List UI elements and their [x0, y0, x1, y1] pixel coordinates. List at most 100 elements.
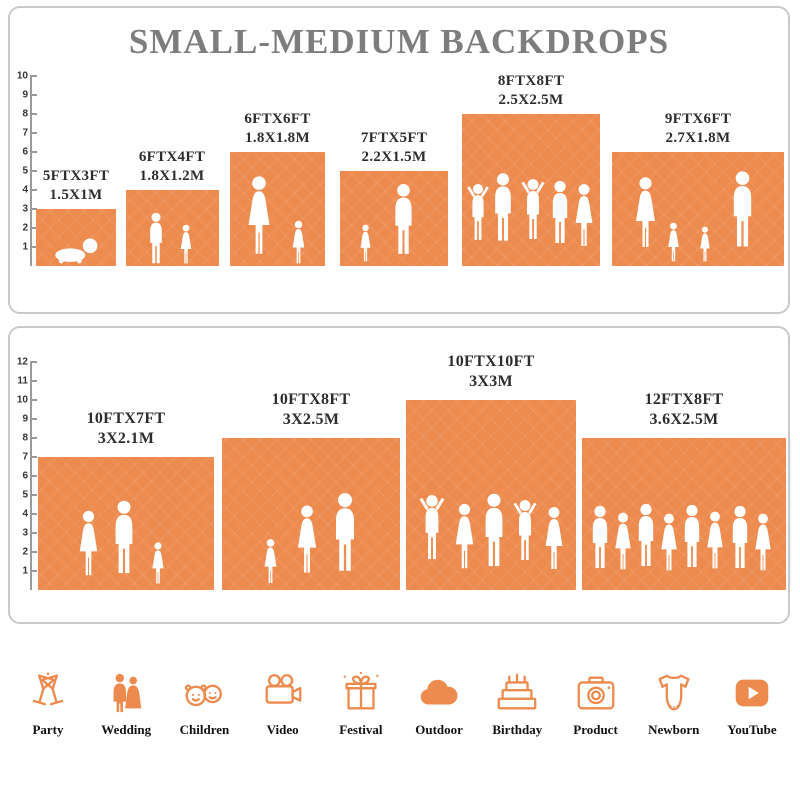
ruler-tick [30, 399, 37, 401]
newborn-icon [658, 674, 690, 711]
ruler-tick [30, 475, 37, 477]
ruler-tick [30, 437, 37, 439]
ruler-tick [30, 94, 37, 96]
category-label: Newborn [648, 722, 700, 737]
people-silhouette [419, 493, 563, 569]
party-icon [32, 672, 64, 706]
birthday-icon [497, 673, 537, 710]
category-label: Video [266, 722, 299, 737]
people-silhouette [55, 238, 98, 264]
backdrop-size-label: 10FTX7FT 3X2.1M [86, 410, 166, 448]
top-panel: SMALL-MEDIUM BACKDROPS 10 9 8 7 6 5 4 3 … [8, 6, 790, 314]
backdrop-bar-10ftx8ft [222, 438, 400, 590]
category-outdoor: Outdoor [403, 670, 475, 738]
backdrop-bar-10ftx7ft [38, 457, 214, 590]
category-label: Wedding [101, 722, 152, 737]
category-newborn: Newborn [638, 670, 710, 738]
backdrop-size-label: 5FTX3FT 1.5X1M [42, 168, 110, 204]
wedding-icon [113, 673, 142, 713]
backdrop-size-label: 12FTX8FT 3.6X2.5M [644, 391, 724, 429]
ruler-tick [30, 208, 37, 210]
ruler-number: 9 [22, 413, 28, 425]
bottom-panel: 12 11 10 9 8 7 6 5 4 3 2 1 10FTX7FT 3X2.… [8, 326, 790, 624]
category-birthday: Birthday [481, 670, 553, 738]
backdrop-bar-5ftx3ft [36, 209, 116, 266]
backdrop-size-label: 10FTX10FT 3X3M [447, 353, 535, 391]
backdrop-size-label: 6FTX6FT 1.8X1.8M [244, 111, 311, 147]
ruler-number: 2 [22, 222, 28, 234]
backdrop-bar-6ftx4ft [126, 190, 219, 266]
category-wedding: Wedding [90, 670, 162, 738]
ruler-number: 8 [22, 432, 28, 444]
ruler-number: 2 [22, 546, 28, 558]
category-label: Product [573, 722, 618, 737]
ruler-number: 12 [16, 356, 28, 368]
people-silhouette [264, 493, 354, 583]
backdrop-bar-7ftx5ft [340, 171, 448, 266]
category-label: Outdoor [415, 722, 463, 737]
ruler-number: 5 [22, 165, 28, 177]
category-row: Party Wedding Children [12, 670, 788, 738]
ruler-tick [30, 418, 37, 420]
ruler-tick [30, 189, 37, 191]
ruler-tick [30, 532, 37, 534]
product-icon [577, 676, 614, 710]
ruler-tick [30, 494, 37, 496]
ruler-number: 11 [17, 375, 28, 387]
people-silhouette [79, 500, 164, 584]
backdrop-bar-8ftx8ft [462, 114, 600, 266]
ruler-tick [30, 151, 37, 153]
video-icon [265, 674, 302, 704]
category-label: Birthday [492, 722, 543, 737]
ruler-number: 7 [22, 127, 28, 139]
people-silhouette [467, 173, 593, 246]
backdrop-size-label: 9FTX6FT 2.7X1.8M [664, 111, 732, 147]
ruler-number: 3 [22, 527, 28, 539]
ruler-number: 7 [22, 451, 28, 463]
ruler-tick [30, 513, 37, 515]
backdrop-size-label: 7FTX5FT 2.2X1.5M [360, 130, 428, 166]
people-silhouette [636, 171, 752, 262]
ruler-number: 5 [22, 489, 28, 501]
children-icon [185, 684, 223, 707]
ruler-number: 8 [22, 108, 28, 120]
ruler-tick [30, 170, 37, 172]
ruler-number: 3 [22, 203, 28, 215]
ruler-tick [30, 551, 37, 553]
ruler-number: 9 [22, 89, 28, 101]
ruler-tick [30, 570, 37, 572]
category-label: YouTube [727, 722, 777, 737]
backdrop-bar-9ftx6ft [612, 152, 784, 266]
category-label: Party [32, 722, 64, 737]
category-party: Party [12, 670, 84, 738]
backdrop-bar-10ftx10ft [406, 400, 576, 590]
ruler-number: 10 [16, 394, 28, 406]
ruler-number: 6 [22, 146, 28, 158]
ruler-tick [30, 361, 37, 363]
category-youtube: YouTube [716, 670, 788, 738]
backdrop-size-label: 8FTX8FT 2.5X2.5M [497, 73, 565, 109]
youtube-icon [735, 679, 769, 707]
ruler-tick [30, 380, 37, 382]
people-silhouette [592, 503, 771, 571]
category-children: Children [168, 670, 240, 738]
ruler-tick [30, 227, 37, 229]
ruler-tick [30, 246, 37, 248]
ruler-number: 4 [22, 184, 28, 196]
backdrop-size-label: 6FTX4FT 1.8X1.2M [138, 149, 206, 185]
people-silhouette [150, 212, 192, 264]
ruler-tick [30, 456, 37, 458]
ruler-tick [30, 132, 37, 134]
category-video: Video [247, 670, 319, 738]
ruler-number: 6 [22, 470, 28, 482]
category-festival: Festival [325, 670, 397, 738]
backdrop-size-label: 10FTX8FT 3X2.5M [271, 391, 351, 429]
category-product: Product [560, 670, 632, 738]
backdrop-bar-12ftx8ft [582, 438, 786, 590]
ruler-number: 10 [16, 70, 28, 82]
people-silhouette [360, 184, 412, 262]
festival-icon [343, 671, 379, 710]
ruler-number: 1 [22, 241, 28, 253]
page-title: SMALL-MEDIUM BACKDROPS [128, 22, 670, 61]
